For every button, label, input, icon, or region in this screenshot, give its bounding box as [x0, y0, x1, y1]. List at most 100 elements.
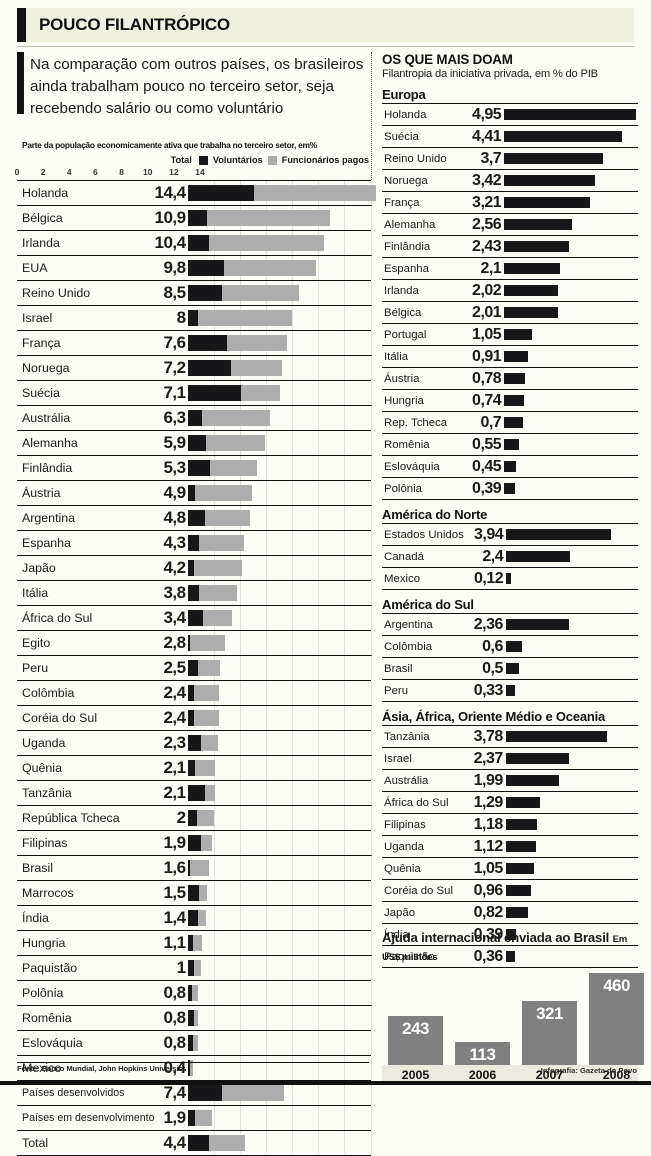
bar-segment-paid: [192, 935, 202, 951]
bar-cell: [505, 769, 638, 792]
group-heading: América do Norte: [382, 507, 488, 522]
aid-bar: 113: [455, 1042, 510, 1065]
bar-cell: [504, 345, 638, 368]
table-row: Quênia 2,1: [17, 755, 372, 781]
aid-chart-columns: 243 113 321 460: [382, 970, 644, 1065]
bar-cell: [187, 730, 372, 756]
table-row: Brasil 0,5: [382, 657, 638, 680]
bar-segment-volunteers: [187, 660, 199, 676]
table-row: Índia 1,4: [17, 905, 372, 931]
country-label: Uganda: [382, 835, 466, 858]
country-label: Holanda: [382, 103, 465, 126]
table-row: EUA 9,8: [17, 255, 372, 281]
donation-table: Argentina 2,36 Colômbia 0,6 Brasil 0,5 Peru 0,3…: [382, 613, 638, 702]
bar-cell: [187, 930, 372, 956]
country-label: Peru: [382, 679, 466, 702]
country-label: Espanha: [17, 530, 155, 556]
country-label: Índia: [17, 905, 155, 931]
table-row: Coréia do Sul 2,4: [17, 705, 372, 731]
donation-bar: [505, 819, 538, 830]
country-label: Reino Unido: [382, 147, 465, 170]
donation-group: América do Sul Argentina 2,36 Colômbia 0,6 Br…: [382, 597, 638, 702]
bar-segment-paid: [221, 1085, 285, 1101]
bar-segment-paid: [226, 335, 287, 351]
bar-cell: [504, 301, 638, 324]
bar-cell: [187, 630, 372, 656]
total-value: 4,4: [154, 1130, 188, 1156]
bar-segment-paid: [200, 735, 218, 751]
right-column: OS QUE MAIS DOAM Filantropia da iniciati…: [382, 52, 638, 968]
aid-bar-value: 321: [536, 1004, 563, 1023]
donation-group: Ásia, África, Oriente Médio e Oceania Tan…: [382, 709, 638, 968]
bar-segment-paid: [209, 460, 257, 476]
bar-segment-paid: [194, 960, 201, 976]
donation-value: 2,56: [464, 213, 505, 236]
group-heading: Europa: [382, 87, 426, 102]
bar-segment-paid: [199, 885, 208, 901]
bar-segment-paid: [189, 860, 210, 876]
country-label: República Tcheca: [17, 805, 155, 831]
table-row: África do Sul 3,4: [17, 605, 372, 631]
donation-value: 4,95: [464, 103, 505, 126]
left-chart-subtitle: Parte da população economicamente ativa …: [22, 140, 317, 150]
table-row: Paquistão 1: [17, 955, 372, 981]
bar-cell: [504, 125, 638, 148]
bar-segment-volunteers: [187, 685, 195, 701]
bar-cell: [505, 747, 638, 770]
country-label: Itália: [382, 345, 465, 368]
intro-paragraph: Na comparação com outros países, os bras…: [30, 56, 364, 117]
table-row: Uganda 1,12: [382, 835, 638, 858]
bar-segment-paid: [241, 385, 281, 401]
country-label: Egito: [17, 630, 155, 656]
country-label: Canadá: [382, 545, 466, 568]
donation-bar: [504, 483, 515, 494]
donation-bar: [505, 731, 607, 742]
total-value: 2,1: [154, 755, 188, 781]
table-row: Paquistão 0,36: [382, 945, 638, 968]
table-row: Marrocos 1,5: [17, 880, 372, 906]
donation-bar: [504, 329, 533, 340]
total-value: 0,8: [154, 980, 188, 1006]
table-row: Áustria 0,78: [382, 367, 638, 390]
total-value: 1,5: [154, 880, 188, 906]
left-chart-axis: 0 2 4 6 8 10 12 14: [15, 167, 369, 179]
source-note: Fonte: Banco Mundial, John Hopkins Unive…: [17, 1064, 187, 1073]
bar-segment-volunteers: [187, 785, 205, 801]
bar-cell: [187, 180, 376, 206]
donation-bar: [506, 551, 571, 562]
country-label: Marrocos: [17, 880, 155, 906]
table-row: Israel 2,37: [382, 747, 638, 770]
table-row: Austrália 1,99: [382, 769, 638, 792]
total-value: 8,5: [154, 280, 188, 306]
aid-bar-value: 243: [402, 1019, 429, 1038]
table-row: Espanha 4,3: [17, 530, 372, 556]
bar-segment-volunteers: [187, 335, 227, 351]
table-row: Romênia 0,55: [382, 433, 638, 456]
donation-value: 2,1: [464, 257, 505, 280]
bar-segment-paid: [198, 660, 221, 676]
total-value: 2,1: [154, 780, 188, 806]
table-row: Noruega 3,42: [382, 169, 638, 192]
axis-tick: 2: [40, 167, 46, 177]
bar-cell: [187, 805, 372, 831]
country-label: Paquistão: [17, 955, 155, 981]
bar-segment-paid: [221, 285, 299, 301]
credit-note: Infografia: Gazeta do Povo: [540, 1066, 637, 1075]
donation-value: 1,18: [465, 813, 506, 836]
donation-value: 0,82: [465, 901, 506, 924]
bar-cell: [187, 1105, 372, 1131]
country-label: Portugal: [382, 323, 465, 346]
country-label: Holanda: [17, 180, 155, 206]
bar-cell: [505, 857, 638, 880]
bar-cell: [504, 389, 638, 412]
country-label: África do Sul: [382, 791, 466, 814]
bar-cell: [187, 780, 372, 806]
bar-segment-volunteers: [187, 485, 196, 501]
bar-segment-paid: [200, 835, 213, 851]
donation-value: 0,91: [464, 345, 505, 368]
country-label: Uganda: [17, 730, 155, 756]
donation-value: 2,01: [464, 301, 505, 324]
bar-cell: [187, 980, 372, 1006]
bar-segment-paid: [198, 910, 206, 926]
donation-bar: [505, 885, 532, 896]
